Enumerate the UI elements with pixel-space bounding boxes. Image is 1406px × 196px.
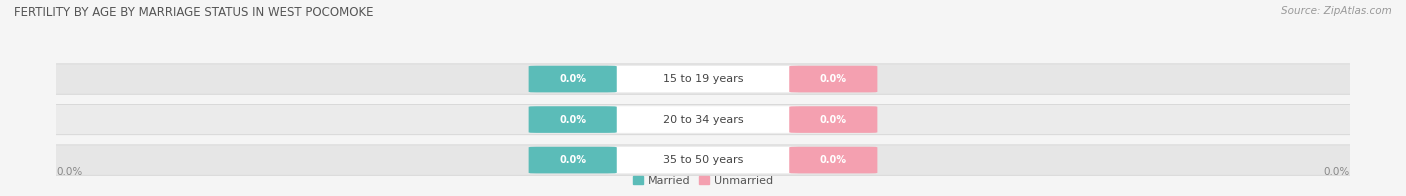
Text: 20 to 34 years: 20 to 34 years [662,114,744,125]
Text: 0.0%: 0.0% [560,74,586,84]
FancyBboxPatch shape [46,104,1360,135]
FancyBboxPatch shape [529,106,617,133]
Text: 0.0%: 0.0% [820,114,846,125]
Text: FERTILITY BY AGE BY MARRIAGE STATUS IN WEST POCOMOKE: FERTILITY BY AGE BY MARRIAGE STATUS IN W… [14,6,374,19]
Text: 0.0%: 0.0% [820,155,846,165]
FancyBboxPatch shape [789,66,877,92]
Text: 35 to 50 years: 35 to 50 years [662,155,744,165]
FancyBboxPatch shape [46,145,1360,175]
Text: 0.0%: 0.0% [1323,167,1350,178]
Text: Source: ZipAtlas.com: Source: ZipAtlas.com [1281,6,1392,16]
FancyBboxPatch shape [789,147,877,173]
Text: 0.0%: 0.0% [820,74,846,84]
FancyBboxPatch shape [529,147,617,173]
Text: 0.0%: 0.0% [560,114,586,125]
Text: 0.0%: 0.0% [560,155,586,165]
FancyBboxPatch shape [606,66,800,92]
FancyBboxPatch shape [789,106,877,133]
FancyBboxPatch shape [606,147,800,173]
FancyBboxPatch shape [529,66,617,92]
FancyBboxPatch shape [606,106,800,133]
FancyBboxPatch shape [46,64,1360,94]
Text: 0.0%: 0.0% [56,167,83,178]
Legend: Married, Unmarried: Married, Unmarried [628,172,778,191]
Text: 15 to 19 years: 15 to 19 years [662,74,744,84]
